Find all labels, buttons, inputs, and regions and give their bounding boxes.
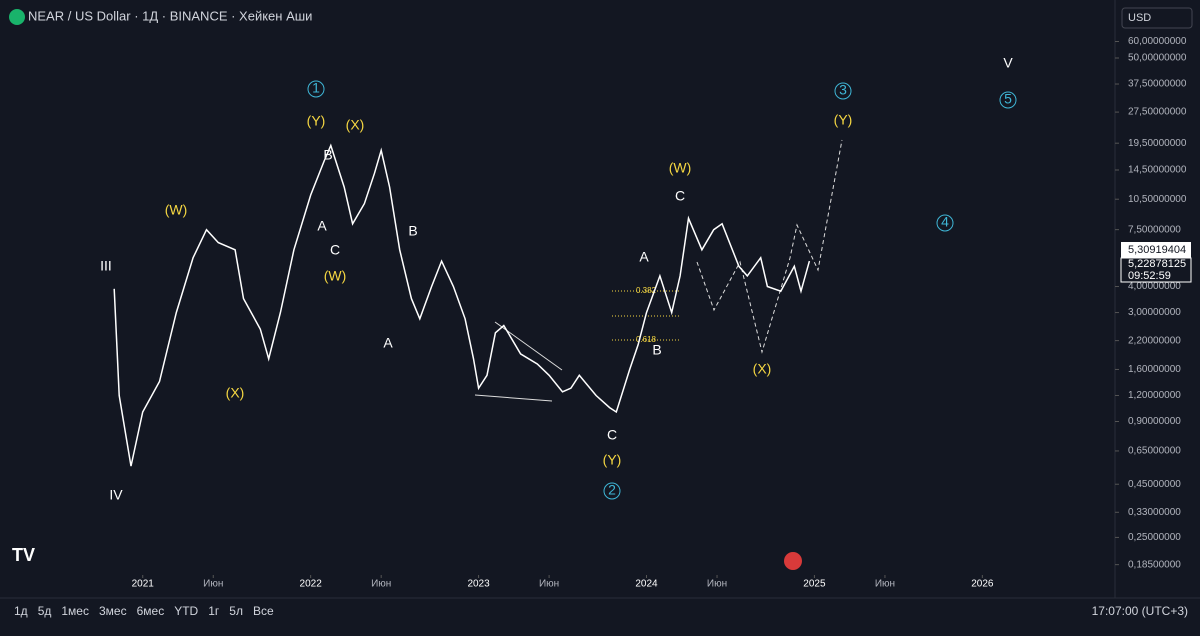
wave-label: III bbox=[100, 258, 112, 274]
x-tick-label: 2024 bbox=[635, 579, 658, 590]
x-tick-label: 2025 bbox=[803, 579, 826, 590]
currency-box[interactable] bbox=[1121, 7, 1193, 29]
wave-label: (Y) bbox=[603, 452, 622, 468]
y-tick-label: 27,50000000 bbox=[1128, 107, 1187, 118]
y-tick-label: 1,60000000 bbox=[1128, 364, 1181, 375]
y-tick-label: 3,00000000 bbox=[1128, 307, 1181, 318]
wave-label: (X) bbox=[753, 361, 772, 377]
wave-label: B bbox=[652, 342, 661, 358]
y-tick-label: 2,20000000 bbox=[1128, 335, 1181, 346]
y-tick-label: 0,33000000 bbox=[1128, 507, 1181, 518]
range-button[interactable]: 1д bbox=[14, 604, 28, 618]
wave-label: 2 bbox=[608, 482, 616, 498]
wave-label: B bbox=[323, 147, 332, 163]
projection bbox=[696, 139, 843, 354]
wave-circle bbox=[999, 91, 1017, 109]
range-button[interactable]: 5л bbox=[229, 604, 243, 618]
wave-circle bbox=[936, 214, 954, 232]
y-tick-label: 0,90000000 bbox=[1128, 416, 1181, 427]
triangle-line bbox=[494, 321, 563, 371]
range-button[interactable]: 1г bbox=[208, 604, 220, 618]
y-tick-label: 0,65000000 bbox=[1128, 446, 1181, 457]
y-tick-label: 0,25000000 bbox=[1128, 532, 1181, 543]
y-tick-label: 60,00000000 bbox=[1128, 36, 1187, 47]
wave-label: A bbox=[383, 335, 393, 351]
wave-label: (W) bbox=[669, 160, 692, 176]
wave-label: A bbox=[639, 249, 649, 265]
wave-label: C bbox=[675, 188, 685, 204]
last-price: 5,30919404 bbox=[1128, 244, 1186, 256]
y-tick-label: 19,50000000 bbox=[1128, 138, 1187, 149]
wave-label: 3 bbox=[839, 82, 847, 98]
x-tick-label: Июн bbox=[875, 579, 895, 590]
wave-label: B bbox=[408, 223, 417, 239]
y-tick-label: 50,00000000 bbox=[1128, 53, 1187, 64]
wave-label: C bbox=[330, 242, 340, 258]
wave-label: (W) bbox=[324, 268, 347, 284]
wave-label: 1 bbox=[312, 80, 320, 96]
range-button[interactable]: Все bbox=[253, 604, 274, 618]
price-line bbox=[113, 143, 811, 467]
plot: 60,0000000050,0000000037,5000000027,5000… bbox=[113, 36, 1187, 590]
wave-circle bbox=[834, 82, 852, 100]
symbol-icon bbox=[9, 9, 25, 25]
y-tick-label: 37,50000000 bbox=[1128, 79, 1187, 90]
logo: TV bbox=[12, 545, 35, 565]
wave-label: (X) bbox=[346, 117, 365, 133]
clock: 17:07:00 (UTC+3) bbox=[1092, 604, 1188, 618]
x-tick-label: Июн bbox=[707, 579, 727, 590]
wave-circle bbox=[603, 482, 621, 500]
y-tick-label: 7,50000000 bbox=[1128, 224, 1181, 235]
price-box bbox=[1120, 257, 1192, 283]
x-tick-label: 2021 bbox=[132, 579, 155, 590]
y-tick-label: 10,50000000 bbox=[1128, 194, 1187, 205]
wave-label: (Y) bbox=[307, 113, 326, 129]
y-tick-label: 1,20000000 bbox=[1128, 390, 1181, 401]
x-tick-label: Июн bbox=[203, 579, 223, 590]
price: 5,22878125 bbox=[1128, 258, 1186, 270]
wave-label: 4 bbox=[941, 214, 949, 230]
range-button[interactable]: 1мес bbox=[61, 604, 89, 618]
wave-label: 0.382 bbox=[636, 286, 657, 295]
toolbar: 1д 5д 1мес 3мес 6мес YTD 1г 5л Все bbox=[14, 604, 274, 618]
x-tick-label: 2022 bbox=[300, 579, 323, 590]
event-icon[interactable] bbox=[784, 552, 802, 570]
wave-label: (X) bbox=[226, 385, 245, 401]
wave-label: (W) bbox=[165, 202, 188, 218]
triangle-line bbox=[474, 394, 553, 402]
range-button[interactable]: 6мес bbox=[137, 604, 165, 618]
wave-label: V bbox=[1003, 55, 1013, 71]
wave-label: 0.618 bbox=[636, 335, 657, 344]
y-tick-label: 4,00000000 bbox=[1128, 281, 1181, 292]
x-tick-label: Июн bbox=[539, 579, 559, 590]
wave-label: A bbox=[317, 218, 327, 234]
wave-label: C bbox=[607, 427, 617, 443]
currency[interactable]: USD bbox=[1128, 12, 1151, 24]
price-box bbox=[1121, 242, 1191, 258]
wave-circle bbox=[307, 80, 325, 98]
y-tick-label: 14,50000000 bbox=[1128, 165, 1187, 176]
x-tick-label: 2026 bbox=[971, 579, 994, 590]
wave-label: IV bbox=[109, 487, 123, 503]
range-button[interactable]: 5д bbox=[38, 604, 52, 618]
symbol-title[interactable]: NEAR / US Dollar · 1Д · BINANCE · Хейкен… bbox=[28, 8, 312, 23]
countdown: 09:52:59 bbox=[1128, 270, 1171, 282]
wave-label: 5 bbox=[1004, 91, 1012, 107]
wave-label: (Y) bbox=[834, 112, 853, 128]
x-tick-label: 2023 bbox=[467, 579, 490, 590]
x-tick-label: Июн bbox=[371, 579, 391, 590]
y-tick-label: 0,45000000 bbox=[1128, 479, 1181, 490]
range-button[interactable]: YTD bbox=[174, 604, 198, 618]
range-button[interactable]: 3мес bbox=[99, 604, 127, 618]
y-tick-label: 0,18500000 bbox=[1128, 559, 1181, 570]
